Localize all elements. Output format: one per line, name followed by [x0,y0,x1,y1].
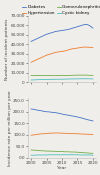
Hypertension [74,47,75,50]
Y-axis label: Incidence rate per million per year: Incidence rate per million per year [8,90,12,166]
Diabetes [55,30,56,33]
Glomerulonephritis [77,74,78,76]
Glomerulonephritis [74,74,75,76]
Legend: Diabetes, Hypertension, Glomerulonephritis, Cystic kidney: Diabetes, Hypertension, Glomerulonephrit… [22,5,100,16]
Glomerulonephritis [43,75,44,77]
Diabetes [37,37,38,40]
Hypertension [30,61,32,63]
Cystic kidney [43,78,44,81]
Cystic kidney [74,78,75,80]
Cystic kidney [80,78,81,80]
Diabetes [86,23,87,25]
Glomerulonephritis [92,74,94,76]
Glomerulonephritis [68,74,69,76]
Glomerulonephritis [55,75,56,77]
Diabetes [61,29,63,32]
Y-axis label: Number of incident patients: Number of incident patients [5,18,9,80]
Cystic kidney [61,78,63,80]
Cystic kidney [52,78,53,80]
Glomerulonephritis [80,74,81,76]
Cystic kidney [68,78,69,80]
Cystic kidney [92,78,94,80]
Line: Hypertension: Hypertension [31,47,93,62]
Line: Diabetes: Diabetes [31,24,93,41]
Glomerulonephritis [71,74,72,76]
Hypertension [80,47,81,49]
Hypertension [61,50,63,52]
Cystic kidney [86,78,87,80]
Hypertension [77,47,78,49]
Diabetes [40,36,41,38]
Glomerulonephritis [52,75,53,77]
Cystic kidney [37,79,38,81]
Diabetes [83,24,84,26]
Hypertension [89,46,90,48]
Cystic kidney [49,78,50,81]
Cystic kidney [34,79,35,81]
Diabetes [46,33,47,35]
Hypertension [46,54,47,56]
Hypertension [40,57,41,59]
Cystic kidney [89,78,90,80]
Cystic kidney [46,78,47,81]
Hypertension [92,47,94,49]
Cystic kidney [77,78,78,80]
Hypertension [37,58,38,61]
Diabetes [68,29,69,31]
Cystic kidney [40,79,41,81]
Line: Cystic kidney: Cystic kidney [31,79,93,80]
Line: Glomerulonephritis: Glomerulonephritis [31,75,93,76]
Hypertension [83,46,84,48]
Diabetes [52,31,53,33]
Diabetes [64,29,66,31]
Hypertension [55,51,56,53]
Glomerulonephritis [83,74,84,76]
Cystic kidney [30,79,32,81]
Diabetes [43,35,44,37]
Glomerulonephritis [89,74,90,76]
Diabetes [89,25,90,27]
X-axis label: Year: Year [57,166,67,170]
Hypertension [86,46,87,48]
Hypertension [68,49,69,51]
Diabetes [30,40,32,43]
Hypertension [49,53,50,55]
Glomerulonephritis [86,74,87,76]
Diabetes [71,27,72,30]
Cystic kidney [71,78,72,80]
Diabetes [34,39,35,41]
Cystic kidney [55,78,56,80]
Cystic kidney [83,78,84,80]
Glomerulonephritis [46,75,47,77]
Glomerulonephritis [49,75,50,77]
Hypertension [71,48,72,50]
Glomerulonephritis [58,75,60,77]
Hypertension [43,55,44,58]
Hypertension [52,52,53,54]
Glomerulonephritis [34,74,35,76]
Hypertension [58,51,60,53]
Hypertension [34,60,35,62]
Diabetes [80,25,81,27]
Glomerulonephritis [61,75,63,77]
Cystic kidney [58,78,60,80]
Glomerulonephritis [30,75,32,77]
Diabetes [49,32,50,34]
Diabetes [74,27,75,29]
Cystic kidney [64,78,66,80]
Hypertension [64,50,66,52]
Diabetes [92,27,94,29]
Glomerulonephritis [37,74,38,76]
Diabetes [77,26,78,28]
Diabetes [58,30,60,32]
Glomerulonephritis [64,74,66,76]
Glomerulonephritis [40,74,41,76]
